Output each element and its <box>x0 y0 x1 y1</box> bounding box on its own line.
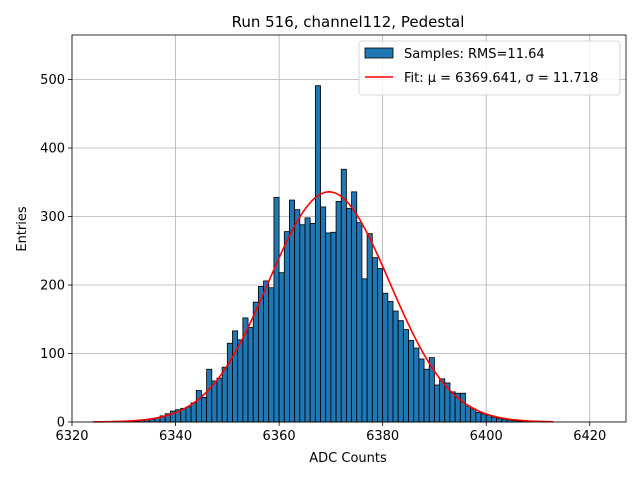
histogram-bar <box>201 396 208 423</box>
histogram-bar <box>340 168 347 423</box>
histogram-bar <box>232 330 239 423</box>
histogram-bar <box>392 310 399 423</box>
histogram-bar <box>356 222 363 423</box>
y-tick-label: 500 <box>40 73 65 88</box>
histogram-bar <box>314 85 321 423</box>
x-tick-label: 6360 <box>263 429 296 444</box>
histogram-bar <box>459 392 466 423</box>
legend: Samples: RMS=11.64 Fit: μ = 6369.641, σ … <box>358 40 621 96</box>
histogram-bar <box>195 390 202 423</box>
histogram-bar <box>361 278 368 423</box>
plot-frame <box>71 34 627 423</box>
histogram-bar <box>496 418 503 423</box>
histogram-bar <box>237 339 244 423</box>
legend-histogram-swatch <box>364 47 394 59</box>
legend-histogram-label: Samples: RMS=11.64 <box>404 47 545 62</box>
histogram-bar <box>330 231 337 423</box>
histogram-bar <box>366 233 373 423</box>
histogram-bar <box>304 217 311 423</box>
x-tick-label: 6400 <box>470 429 503 444</box>
histogram-bar <box>226 342 233 423</box>
histogram-bar <box>325 232 332 423</box>
histogram-bar <box>252 301 259 423</box>
y-axis-title: Entries <box>15 206 30 252</box>
histogram-bar <box>268 287 275 423</box>
histogram-bar <box>423 368 430 423</box>
histogram-bar <box>501 418 508 423</box>
histogram-bar <box>190 402 197 423</box>
x-tick-label: 6340 <box>159 429 192 444</box>
histogram-bar <box>278 272 285 423</box>
histogram-bar <box>413 347 420 423</box>
histogram-bar <box>387 301 394 423</box>
histogram-bar <box>211 380 218 423</box>
histogram-bar <box>480 413 487 423</box>
histogram-bar <box>397 320 404 423</box>
fit-curve <box>92 191 554 423</box>
x-tick-label: 6380 <box>366 429 399 444</box>
y-tick-label: 0 <box>57 416 65 431</box>
histogram-bar <box>351 191 358 423</box>
histogram-bar <box>465 405 472 423</box>
y-tick-label: 300 <box>40 210 65 225</box>
histogram-bar <box>320 206 327 423</box>
histogram-bar <box>283 231 290 423</box>
histogram-bar <box>309 222 316 423</box>
chart-title: Run 516, channel112, Pedestal <box>232 13 465 31</box>
histogram-bar <box>294 209 301 423</box>
histogram-bar <box>377 268 384 423</box>
histogram-bar <box>490 416 497 423</box>
legend-fit-label: Fit: μ = 6369.641, σ = 11.718 <box>404 71 598 86</box>
y-tick-label: 200 <box>40 279 65 294</box>
histogram-bar <box>299 224 306 423</box>
histogram-bar <box>263 280 270 423</box>
histogram-bar <box>408 340 415 423</box>
x-tick-label: 6420 <box>573 429 606 444</box>
y-tick-label: 100 <box>40 347 65 362</box>
histogram-bar <box>470 408 477 423</box>
x-tick-label: 6320 <box>55 429 88 444</box>
histogram-bar <box>221 366 228 423</box>
histogram-bar <box>206 368 213 423</box>
histogram-bar <box>185 406 192 423</box>
histogram-bar <box>257 285 264 423</box>
histogram-bar <box>335 201 342 423</box>
histogram-bar <box>475 412 482 423</box>
x-axis-title: ADC Counts <box>309 451 387 466</box>
histogram-bar <box>247 327 254 423</box>
y-axis-ticks: 0 100 200 300 400 500 <box>40 73 72 431</box>
histogram-bar <box>418 358 425 423</box>
y-tick-label: 400 <box>40 142 65 157</box>
legend-box <box>358 40 621 96</box>
histogram-bar <box>439 378 446 423</box>
histogram-bar <box>382 292 389 423</box>
histogram-bars <box>123 85 534 423</box>
histogram-bar <box>346 207 352 423</box>
histogram-bar <box>434 384 441 423</box>
histogram-bar <box>449 391 456 423</box>
x-axis-ticks: 6320 6340 6360 6380 6400 6420 <box>55 422 606 444</box>
histogram-bar <box>371 257 378 423</box>
histogram-bar <box>216 377 223 423</box>
histogram-bar <box>402 329 409 423</box>
histogram-bar <box>273 196 280 423</box>
